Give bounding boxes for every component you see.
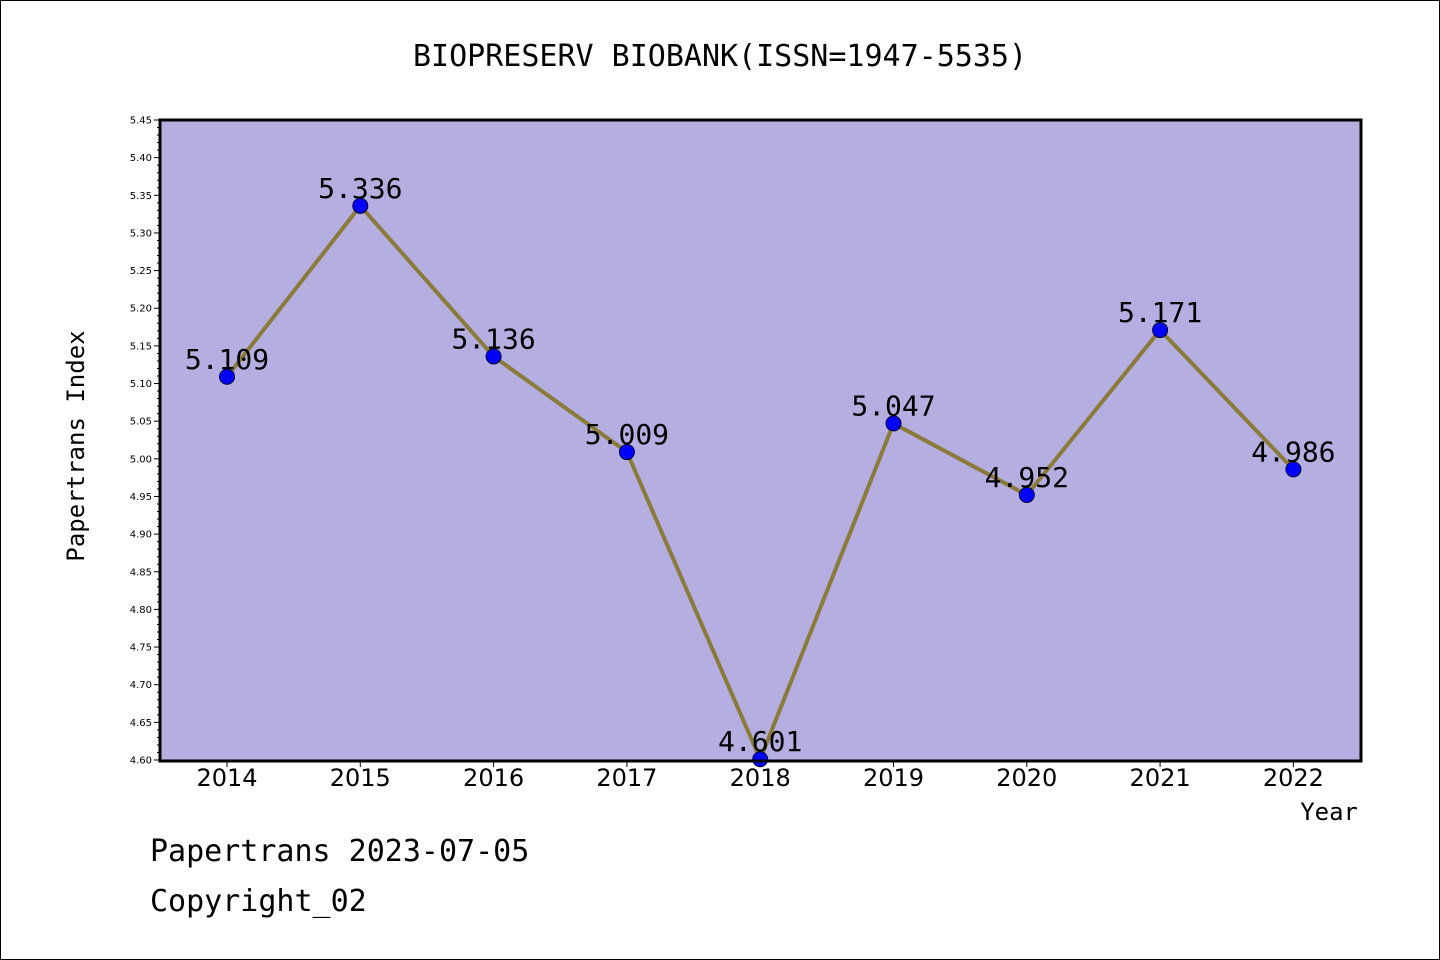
- y-tick-label: 5.30: [130, 228, 152, 239]
- y-tick-label: 5.05: [130, 417, 152, 428]
- y-tick-label: 5.25: [130, 266, 152, 277]
- data-point: [885, 415, 902, 432]
- series-markers: [219, 197, 1302, 768]
- x-axis-ticks: 2014 2015 2016 2017 2018 2019 2020 2021 2022: [196, 761, 1324, 792]
- data-label: 4.952: [985, 461, 1069, 494]
- footer-copyright-text: Copyright_02: [150, 884, 367, 919]
- y-tick-label: 4.75: [130, 643, 152, 654]
- y-tick-label: 5.10: [130, 379, 152, 390]
- y-axis-ticks: 4.60 4.65 4.70 4.75 4.80 4.85 4.90 4.95 5.00 5.05…: [130, 116, 160, 767]
- data-label: 5.171: [1118, 296, 1202, 329]
- y-tick-label: 5.35: [130, 191, 152, 202]
- x-tick-label: 2014: [196, 764, 257, 792]
- y-tick-label: 4.70: [130, 680, 152, 691]
- data-point: [752, 751, 769, 768]
- data-labels: 5.109 5.336 5.136 5.009 4.601 5.047 4.952 5.171…: [185, 172, 1336, 758]
- x-tick-label: 2016: [463, 764, 524, 792]
- data-label: 5.009: [585, 418, 669, 451]
- data-point: [352, 197, 369, 214]
- y-tick-label: 5.15: [130, 341, 152, 352]
- data-label: 5.336: [318, 172, 402, 205]
- chart-title: BIOPRESERV BIOBANK(ISSN=1947-5535): [413, 39, 1027, 74]
- x-tick-label: 2015: [330, 764, 391, 792]
- data-label: 4.601: [718, 725, 802, 758]
- data-point: [219, 368, 235, 385]
- y-tick-label: 4.85: [130, 567, 152, 578]
- y-tick-label: 4.80: [130, 605, 152, 616]
- x-axis-title: Year: [1300, 798, 1358, 826]
- data-label: 5.136: [451, 322, 535, 355]
- x-tick-label: 2017: [596, 764, 657, 792]
- data-point: [485, 348, 502, 365]
- x-tick-label: 2020: [996, 764, 1057, 792]
- y-axis-title: Papertrans Index: [62, 330, 90, 561]
- data-point: [1285, 461, 1302, 478]
- x-tick-label: 2019: [863, 764, 924, 792]
- y-tick-label: 5.20: [130, 304, 152, 315]
- data-label: 5.047: [851, 389, 935, 422]
- y-tick-label: 4.90: [130, 530, 152, 541]
- y-tick-label: 4.95: [130, 492, 152, 503]
- y-tick-label: 5.40: [130, 153, 152, 164]
- y-tick-label: 4.65: [130, 718, 152, 729]
- x-tick-label: 2022: [1263, 764, 1324, 792]
- data-point: [618, 444, 635, 461]
- x-tick-label: 2018: [730, 764, 791, 792]
- data-point: [1018, 486, 1035, 503]
- data-label: 4.986: [1251, 435, 1335, 468]
- data-point: [1152, 322, 1169, 339]
- plot-area: [160, 120, 1361, 761]
- data-label: 5.109: [185, 343, 269, 376]
- x-tick-label: 2021: [1130, 764, 1191, 792]
- y-tick-label: 4.60: [130, 756, 152, 767]
- plot-border: [158, 118, 1363, 763]
- footer-date-text: Papertrans 2023-07-05: [150, 834, 530, 869]
- y-tick-label: 5.45: [130, 116, 152, 127]
- y-tick-label: 5.00: [130, 454, 152, 465]
